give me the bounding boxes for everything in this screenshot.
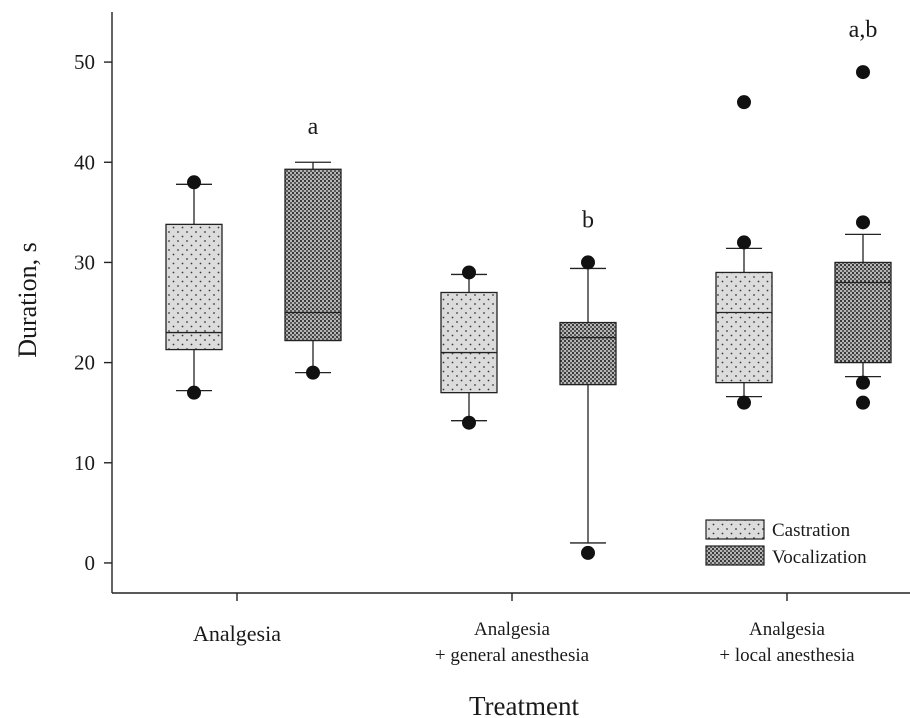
y-tick-label: 10 (74, 451, 95, 475)
legend-swatch-castration (705, 519, 765, 540)
outlier-point (462, 265, 476, 280)
axes: 0 10 20 30 40 50 Analgesia Analgesia + general a… (74, 12, 910, 666)
box-castration-0 (165, 175, 223, 400)
box-iqr (440, 291, 498, 394)
x-axis-label: Treatment (469, 691, 579, 718)
outlier-point (462, 415, 476, 430)
y-tick-label: 40 (74, 150, 95, 174)
outlier-point (581, 255, 595, 270)
significance-label: a,b (849, 17, 878, 43)
box-iqr (559, 321, 617, 386)
y-axis-label: Duration, s (13, 242, 42, 358)
boxes-layer (165, 65, 892, 560)
box-vocalization-1 (559, 255, 617, 560)
outlier-point (856, 215, 870, 230)
legend-label-vocalization: Vocalization (772, 547, 867, 568)
y-tick-label: 20 (74, 351, 95, 375)
x-tick-label: + local anesthesia (719, 645, 855, 666)
outlier-point (737, 235, 751, 250)
box-vocalization-2 (834, 65, 892, 410)
significance-label: a (308, 114, 319, 140)
outlier-point (856, 65, 870, 80)
outlier-point (737, 95, 751, 110)
box-vocalization-0 (284, 161, 342, 380)
y-tick-label: 0 (85, 551, 96, 575)
legend-label-castration: Castration (772, 520, 851, 541)
annotations-layer: a b a,b (308, 17, 878, 233)
box-iqr (834, 261, 892, 364)
legend: Castration Vocalization (705, 519, 867, 568)
box-castration-1 (440, 265, 498, 430)
outlier-point (306, 365, 320, 380)
x-tick-label: Analgesia (193, 621, 281, 646)
significance-label: b (582, 207, 594, 233)
outlier-point (187, 175, 201, 190)
box-iqr (165, 223, 223, 351)
legend-swatch-vocalization (705, 545, 765, 566)
box-castration-2 (715, 95, 773, 410)
x-tick-label: Analgesia (474, 619, 551, 640)
box-iqr (284, 168, 342, 342)
x-tick-label: + general anesthesia (435, 645, 590, 666)
y-tick-label: 50 (74, 50, 95, 74)
outlier-point (581, 545, 595, 560)
outlier-point (187, 385, 201, 400)
outlier-point (737, 395, 751, 410)
outlier-point (856, 395, 870, 410)
y-tick-label: 30 (74, 250, 95, 274)
x-tick-label: Analgesia (749, 619, 826, 640)
outlier-point (856, 375, 870, 390)
box-iqr (715, 271, 773, 384)
